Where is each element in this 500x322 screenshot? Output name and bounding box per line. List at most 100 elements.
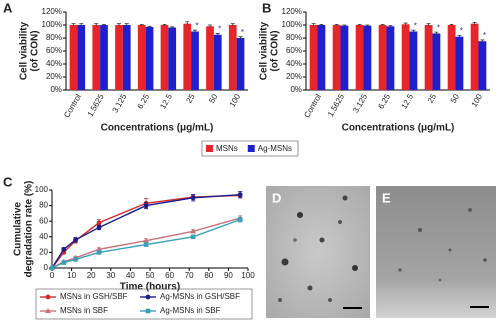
- error-bar: [426, 23, 431, 27]
- bar: [100, 25, 108, 90]
- bar: [92, 25, 101, 90]
- error-bar: [403, 22, 408, 26]
- marker: [96, 250, 102, 255]
- bar: [409, 31, 418, 90]
- panel-label: A: [3, 0, 13, 15]
- error-bar: [472, 22, 477, 25]
- y-tick-label: 40: [39, 232, 48, 241]
- tem-image-d: [266, 186, 370, 318]
- significance-mark: *: [218, 25, 221, 34]
- error-bar: [230, 23, 235, 27]
- error-bar: [411, 29, 416, 33]
- y-tick-label: 0%: [50, 85, 62, 94]
- error-bar: [79, 23, 84, 27]
- x-tick-label: 60: [165, 271, 174, 280]
- bar: [332, 25, 341, 90]
- error-bar: [170, 26, 175, 29]
- marker: [237, 217, 243, 222]
- y-tick-label: 40%: [46, 59, 62, 68]
- x-tick-label: 50: [146, 271, 155, 280]
- marker: [145, 308, 151, 314]
- y-tick-label: 0: [44, 263, 49, 272]
- x-tick-label: 3.125: [351, 92, 369, 114]
- marker: [190, 234, 196, 240]
- error-bar: [480, 39, 485, 43]
- y-tick-label: 60%: [46, 46, 62, 55]
- error-bar: [162, 23, 167, 26]
- x-tick-label: 20: [87, 271, 96, 280]
- marker: [190, 195, 196, 201]
- bar: [122, 25, 131, 90]
- x-tick-label: 25: [426, 92, 439, 105]
- bar: [401, 24, 410, 91]
- marker: [143, 242, 149, 247]
- x-axis-label: Concentrations (μg/mL): [101, 123, 214, 134]
- x-tick-label: 40: [126, 271, 135, 280]
- x-tick-label: 6.25: [376, 92, 392, 110]
- error-bar: [342, 24, 347, 27]
- x-tick-label: 0: [50, 271, 55, 280]
- marker: [73, 257, 78, 262]
- error-bar: [215, 33, 220, 37]
- error-bar: [71, 23, 76, 27]
- y-tick-label: 0%: [290, 85, 302, 94]
- error-bar: [208, 24, 213, 28]
- y-tick-label: 100%: [282, 20, 302, 29]
- error-bar: [147, 25, 152, 28]
- y-tick-label: 100%: [42, 20, 62, 29]
- error-bar: [185, 21, 190, 26]
- y-tick-label: 120%: [282, 7, 302, 16]
- legend-label: MSNs in SBF: [60, 306, 108, 315]
- error-bar: [334, 23, 339, 26]
- y-tick-label: 60%: [286, 46, 302, 55]
- x-axis-label: Time (hours): [120, 282, 180, 293]
- x-tick-label: 100: [241, 271, 255, 280]
- y-axis-label: Cell viability: [259, 21, 270, 80]
- marker: [143, 237, 150, 243]
- error-bar: [192, 29, 197, 33]
- legend-label: Ag-MSNs in GSH/SBF: [160, 292, 240, 301]
- marker: [73, 237, 78, 243]
- bar: [160, 25, 169, 90]
- x-tick-label: 1.5625: [326, 92, 346, 118]
- x-tick-label: 30: [106, 271, 115, 280]
- x-tick-label: 1.5625: [86, 92, 106, 118]
- error-bar: [238, 36, 243, 40]
- x-tick-label: 80: [204, 271, 213, 280]
- bar: [386, 26, 395, 90]
- significance-mark: *: [414, 21, 417, 30]
- legend-box: [201, 140, 299, 157]
- panel-label: B: [262, 0, 271, 15]
- error-bar: [139, 23, 144, 26]
- y-tick-label: 80%: [286, 33, 302, 42]
- error-bar: [365, 24, 370, 27]
- marker: [45, 294, 51, 300]
- x-tick-label: 100: [470, 92, 485, 109]
- legend-label: Ag-MSNs: [258, 144, 292, 153]
- y-tick-label: 60: [39, 216, 48, 225]
- legend-swatch: [247, 145, 255, 152]
- marker: [61, 246, 67, 252]
- y-tick-label: 20: [39, 248, 48, 257]
- y-axis-label: Cumulative: [13, 202, 24, 256]
- x-axis-label: Concentrations (μg/mL): [342, 123, 455, 134]
- significance-mark: *: [195, 21, 198, 30]
- legend-label: MSNs in GSH/SBF: [60, 292, 128, 301]
- marker: [96, 220, 102, 226]
- marker: [49, 265, 55, 271]
- bar: [432, 33, 441, 90]
- significance-mark: *: [460, 27, 463, 36]
- y-tick-label: 40%: [286, 59, 302, 68]
- x-tick-label: 50: [207, 92, 220, 105]
- bar: [168, 27, 177, 91]
- error-bar: [380, 23, 385, 26]
- error-bar: [319, 23, 324, 26]
- x-tick-label: 90: [224, 271, 233, 280]
- y-axis-label: (of CON): [30, 30, 41, 71]
- y-tick-label: 120%: [42, 7, 62, 16]
- marker: [143, 203, 149, 209]
- bar: [183, 23, 192, 91]
- bar: [228, 25, 237, 90]
- marker: [237, 192, 243, 198]
- error-bar: [457, 35, 462, 38]
